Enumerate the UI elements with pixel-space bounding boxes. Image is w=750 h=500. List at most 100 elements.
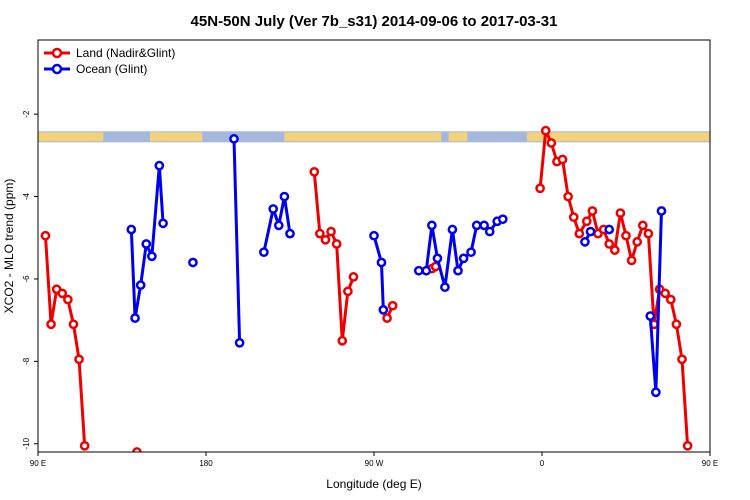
series-0-point-5-2 (546, 138, 557, 148)
map-land-1 (150, 132, 203, 142)
legend-item-ocean: Ocean (Glint) (44, 62, 147, 76)
series-1-point-5-10 (479, 220, 489, 231)
y-tick-label-1: -4 (22, 192, 31, 200)
series-1-point-1-0 (188, 257, 198, 268)
series-1-line-9 (734, 166, 750, 318)
series-1-point-9-1 (734, 315, 741, 322)
series-1-point-5-3 (432, 253, 443, 264)
world-map-strip (38, 131, 750, 143)
chart-title: 45N-50N July (Ver 7b_s31) 2014-09-06 to … (191, 13, 558, 30)
series-1-point-3-3 (279, 191, 290, 202)
legend-marker-ocean (51, 63, 63, 75)
series-1-point-0-3 (141, 239, 152, 249)
x-axis: 90 E 180 90 W 0 90 E (30, 452, 718, 468)
series-1-point-6-1 (585, 226, 596, 237)
series-1-point-5-4 (440, 282, 450, 293)
series-1-point-8-2 (656, 206, 667, 216)
x-tick-label-2: 90 W (365, 459, 384, 468)
series-1-point-2-1 (234, 337, 245, 348)
map-land-5 (736, 132, 750, 141)
series-0-point-5-4 (557, 154, 568, 165)
series-1-point-0-1 (130, 313, 140, 323)
series-1-point-3-1 (268, 204, 279, 214)
series-0-point-2-1 (315, 228, 325, 239)
series-0-point-5-9 (587, 206, 598, 216)
series-0-point-5-7 (574, 228, 585, 239)
series-0-point-5-6 (568, 212, 579, 223)
series-1-point-4-0 (369, 230, 379, 241)
y-tick-label-3: -8 (22, 357, 31, 365)
series-0-point-5-16 (626, 255, 637, 266)
map-land-2 (284, 132, 442, 142)
series-1-point-5-2 (427, 220, 437, 231)
series-layer (40, 125, 750, 455)
series-1-point-0-5 (154, 160, 165, 171)
series-0 (40, 125, 743, 455)
series-0-point-2-2 (320, 234, 331, 245)
series-0-point-2-4 (331, 239, 342, 249)
series-1-point-5-9 (471, 220, 482, 231)
series-1-point-4-2 (378, 305, 389, 315)
series-0-point-5-24 (671, 319, 682, 330)
series-0-point-2-5 (337, 335, 348, 346)
series-1-point-5-1 (421, 265, 432, 276)
series-0-point-2-6 (343, 286, 353, 297)
series-0-point-3-1 (387, 300, 398, 311)
series-0-point-0-5 (68, 319, 79, 330)
series-1-point-9-3 (746, 240, 750, 247)
y-axis-label: XCO2 - MLO trend (ppm) (2, 179, 16, 314)
series-1-point-8-1 (651, 387, 661, 398)
series-1-point-5-5 (447, 224, 458, 235)
series-1-point-5-13 (497, 214, 508, 225)
series-0-point-5-5 (563, 191, 573, 202)
series-0-point-0-3 (57, 288, 68, 299)
series-0-point-2-0 (309, 166, 320, 177)
series-0-point-3-0 (382, 313, 392, 323)
series-0-point-5-8 (581, 216, 592, 227)
series-0-point-5-19 (643, 228, 654, 239)
series-1-point-0-6 (158, 218, 168, 229)
series-1 (126, 134, 750, 398)
x-axis-label: Longitude (deg E) (326, 477, 421, 491)
series-0-point-5-17 (632, 237, 643, 247)
series-0-point-5-1 (540, 125, 551, 136)
series-1-point-0-4 (147, 251, 157, 262)
legend-label-land: Land (Nadir&Glint) (76, 46, 175, 60)
series-0-point-0-1 (46, 319, 56, 330)
series-1-point-0-0 (126, 224, 137, 235)
series-1-point-5-11 (484, 226, 495, 237)
series-0-point-0-4 (63, 294, 73, 305)
x-tick-label-1: 180 (199, 459, 213, 468)
x-tick-label-0: 90 E (30, 459, 46, 468)
series-1-point-9-0 (731, 226, 738, 233)
series-0-point-5-14 (615, 208, 626, 218)
series-1-point-9-2 (740, 282, 747, 289)
series-0-point-5-0 (535, 183, 545, 194)
series-0-point-5-13 (609, 245, 620, 255)
y-tick-label-0: -2 (22, 110, 31, 118)
series-0-point-0-6 (74, 354, 84, 365)
legend-marker-land (51, 47, 63, 59)
series-1-point-3-2 (273, 220, 284, 231)
series-0-point-5-23 (665, 294, 676, 305)
series-1-point-6-0 (580, 237, 590, 247)
series-0-point-2-3 (326, 226, 336, 237)
series-0-point-6-0 (736, 448, 743, 455)
map-land-3 (448, 132, 468, 142)
y-tick-label-4: -10 (22, 437, 31, 449)
series-1-point-8-0 (645, 311, 656, 321)
series-0-point-5-25 (677, 354, 687, 365)
series-1-point-5-0 (413, 265, 424, 276)
series-0-point-0-7 (79, 440, 90, 451)
series-0-point-5-26 (682, 440, 693, 451)
series-1-point-5-8 (466, 247, 476, 258)
series-1-point-2-0 (229, 134, 239, 144)
map-land-0 (38, 132, 104, 142)
legend: Land (Nadir&Glint) Ocean (Glint) (44, 46, 175, 76)
series-0-point-5-18 (637, 220, 648, 231)
series-0-point-5-15 (621, 230, 631, 241)
series-1-point-3-4 (285, 228, 295, 239)
series-1-point-7-0 (604, 224, 615, 235)
series-0-point-2-7 (348, 272, 359, 282)
series-1-point-0-2 (135, 280, 146, 290)
